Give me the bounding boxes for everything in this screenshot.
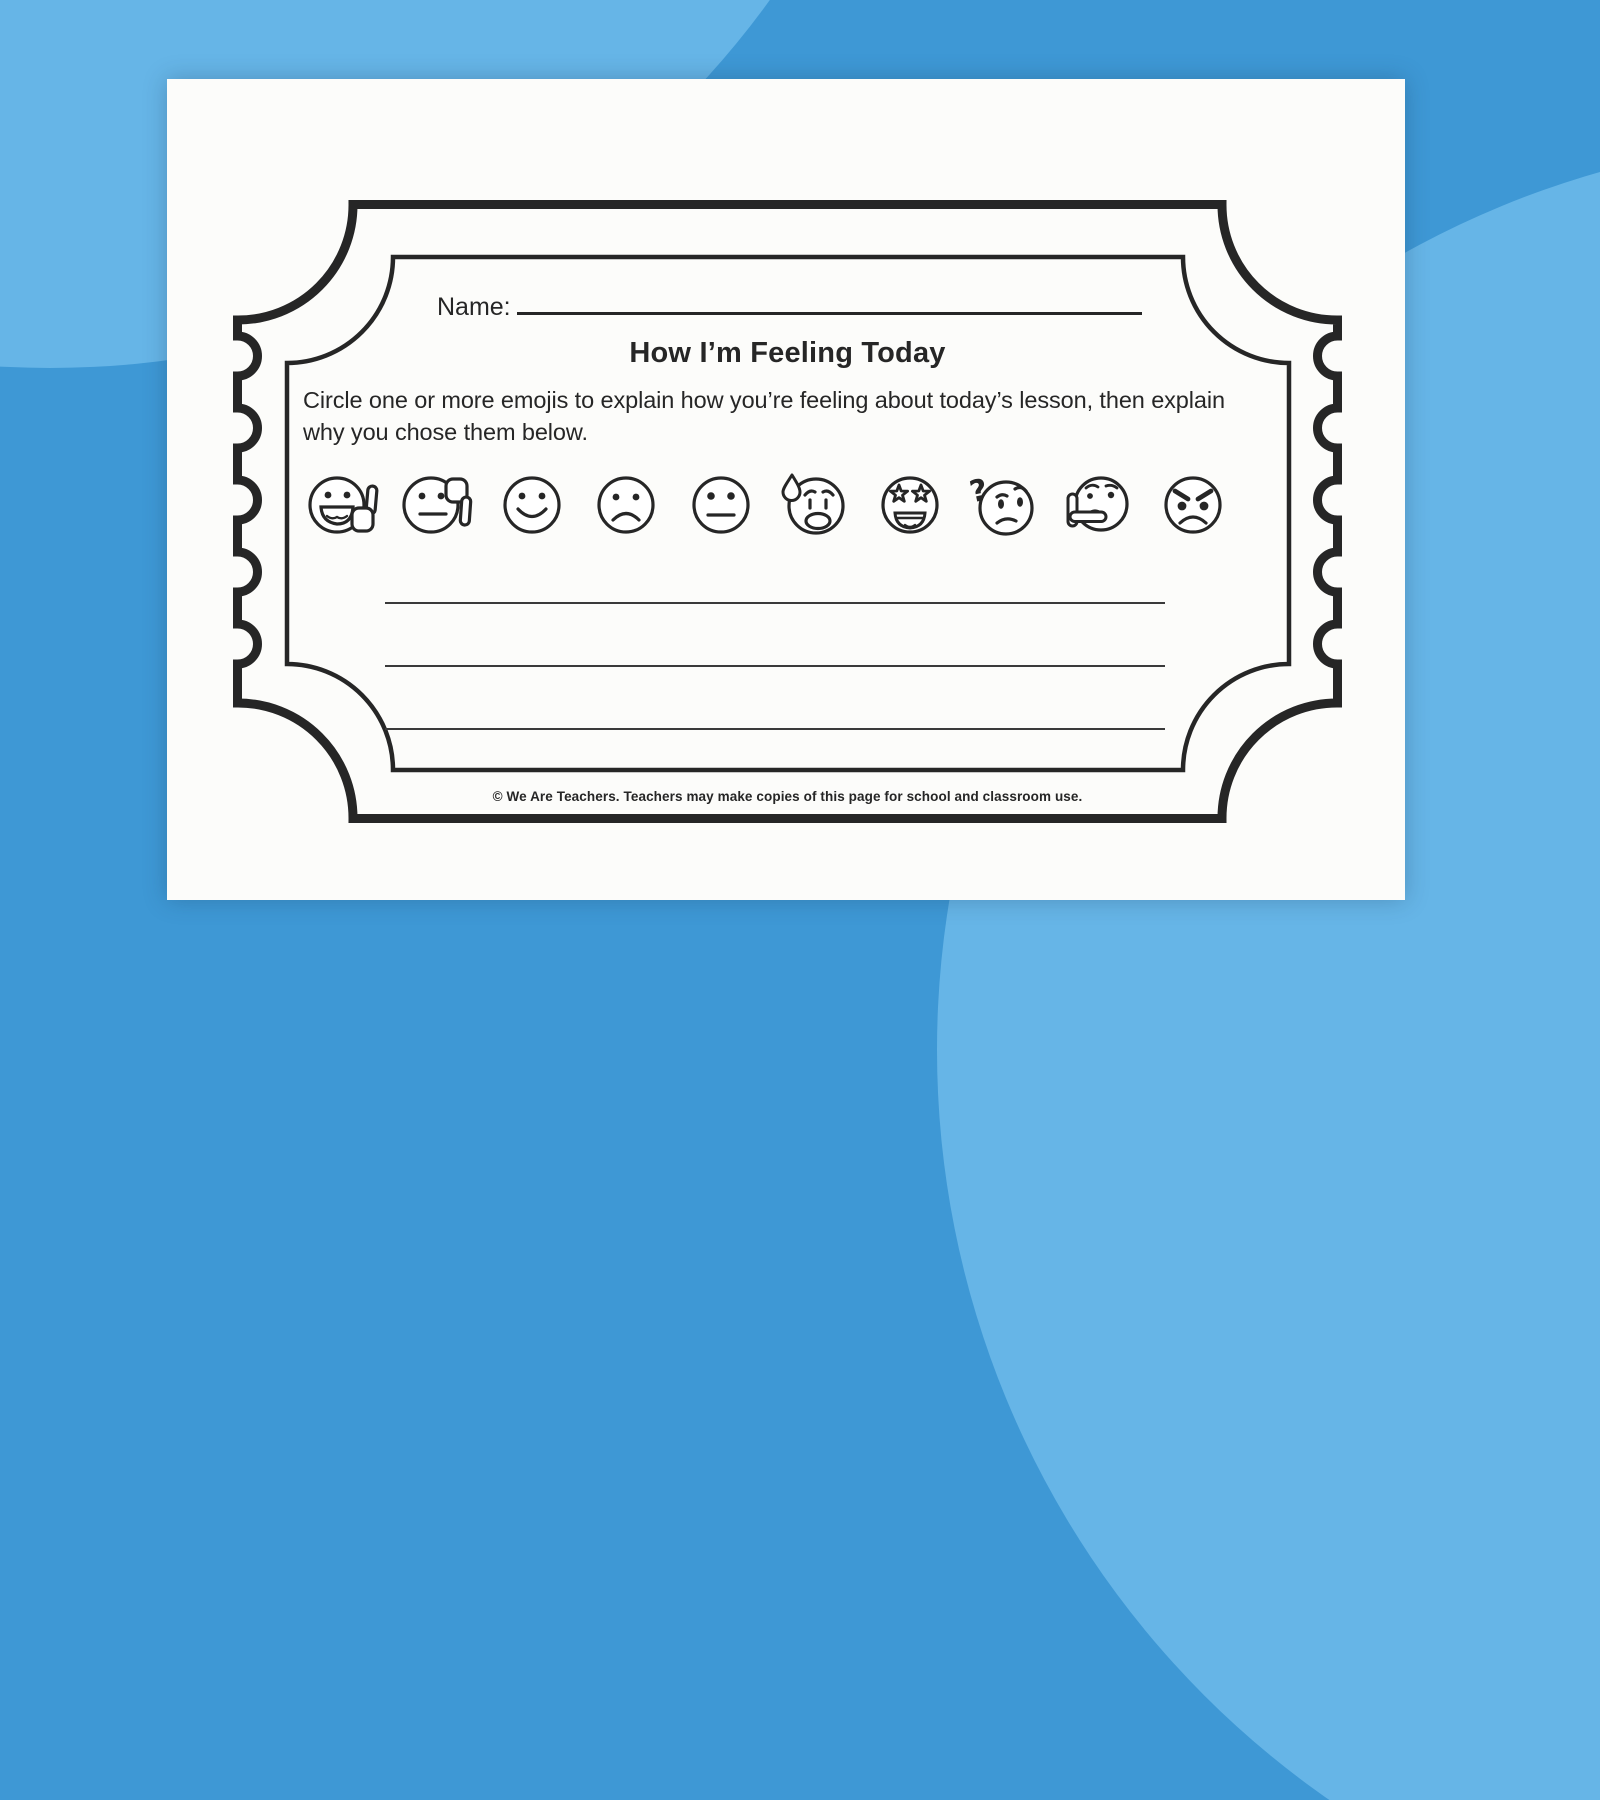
smiling-face-icon	[496, 469, 568, 537]
svg-text:?: ?	[968, 472, 991, 510]
neutral-face-icon	[685, 469, 757, 537]
star-struck-face-icon	[874, 469, 946, 537]
answer-write-line	[385, 728, 1165, 730]
anxious-face-with-sweat-icon	[779, 469, 851, 537]
face-with-thumbs-down-icon	[401, 469, 473, 537]
name-write-line	[517, 312, 1142, 315]
angry-face-icon	[1157, 469, 1229, 537]
ticket-outer-border	[233, 200, 1342, 823]
worksheet-page: Name: How I’m Feeling Today Circle one o…	[167, 79, 1405, 900]
thinking-face-icon	[1063, 469, 1135, 537]
frowning-face-icon	[590, 469, 662, 537]
ticket-inner-border	[284, 254, 1292, 773]
ticket-border	[233, 200, 1342, 823]
grinning-face-thumbs-up-icon	[307, 469, 379, 537]
copyright-footer: © We Are Teachers. Teachers may make cop…	[492, 789, 1083, 804]
name-label: Name:	[437, 293, 511, 321]
answer-write-line	[385, 602, 1165, 604]
emoji-row: ?	[307, 469, 1229, 541]
instructions-text: Circle one or more emojis to explain how…	[303, 387, 1225, 445]
confused-face-with-question-mark-icon: ?	[968, 469, 1040, 537]
worksheet-title: How I’m Feeling Today	[629, 337, 946, 369]
answer-write-line	[385, 665, 1165, 667]
